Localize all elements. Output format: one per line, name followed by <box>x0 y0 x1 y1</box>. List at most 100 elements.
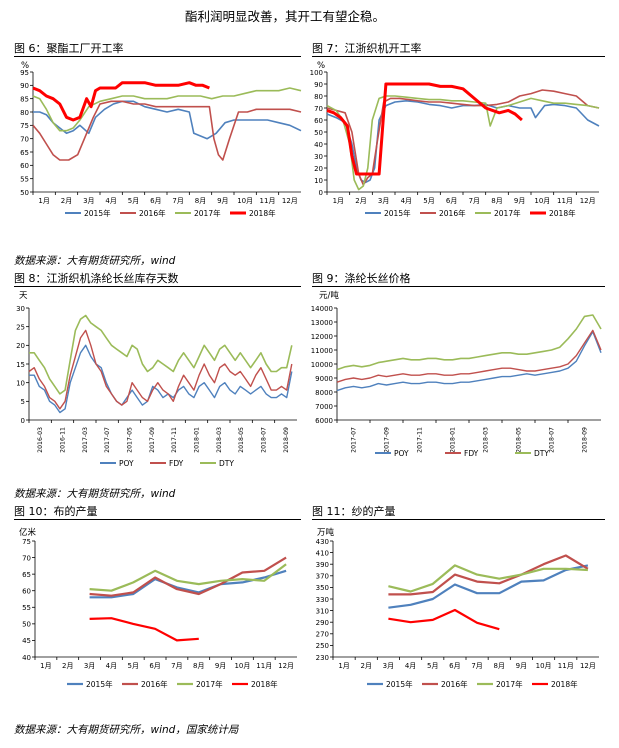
fig8-y-tick-label: 0 <box>21 417 25 425</box>
fig8-y-tick-label: 10 <box>16 379 25 387</box>
fig8-x-tick-label: 2017-09 <box>149 427 156 453</box>
fig7-legend-label: 2017年 <box>494 208 521 218</box>
fig11-series-1 <box>388 554 589 596</box>
fig11-x-tick-label: 2月 <box>361 662 372 670</box>
fig11-x-tick-label: 3月 <box>383 662 394 670</box>
fig11-y-tick-label: 310 <box>316 607 329 615</box>
fig10-y-tick-label: 60 <box>22 588 31 596</box>
fig7-y-tick-label: 100 <box>310 69 323 77</box>
fig8-y-tick-label: 25 <box>16 323 25 331</box>
fig8-x-tick-label: 2018-09 <box>283 427 290 453</box>
fig9-legend-label: FDY <box>464 449 479 458</box>
fig8-y-tick-label: 15 <box>16 361 25 369</box>
fig11-y-tick-label: 430 <box>316 538 329 546</box>
fig11-y-tick-label: 230 <box>316 654 329 662</box>
fig8-x-tick-label: 2017-07 <box>104 427 111 453</box>
fig10-y-tick-label: 45 <box>22 637 31 645</box>
fig7-y-tick-label: 20 <box>314 165 323 173</box>
fig11-y-tick-label: 270 <box>316 631 329 639</box>
fig9-series-2 <box>336 314 602 371</box>
fig10-x-tick-label: 9月 <box>215 662 226 670</box>
fig6-legend-label: 2015年 <box>84 208 111 218</box>
fig6-y-tick-label: 75 <box>20 122 29 130</box>
fig11-legend-label: 2018年 <box>551 679 578 689</box>
fig10-y-tick-label: 75 <box>22 538 31 546</box>
source-note-3: 数据来源：大有期货研究所，wind，国家统计局 <box>14 724 239 736</box>
fig10-x-tick-label: 10月 <box>234 662 250 670</box>
fig7-legend-label: 2016年 <box>439 208 466 218</box>
fig10-x-tick-label: 11月 <box>256 662 272 670</box>
fig8-series-2 <box>29 314 293 395</box>
source-note-2: 数据来源：大有期货研究所，wind <box>14 488 176 500</box>
fig10-x-tick-label: 3月 <box>84 662 95 670</box>
fig8-legend-label: POY <box>119 459 134 468</box>
fig8-legend-label: FDY <box>169 459 184 468</box>
fig7-x-tick-label: 2月 <box>355 197 366 205</box>
fig6-y-tick-label: 95 <box>20 69 29 77</box>
fig9-y-unit: 元/吨 <box>319 290 339 301</box>
fig8-x-tick-label: 2017-11 <box>171 427 178 453</box>
fig6-y-tick-label: 60 <box>20 162 29 170</box>
fig11-legend-label: 2015年 <box>386 679 413 689</box>
fig9-x-tick-label: 2017-09 <box>384 427 391 453</box>
fig8-series-0 <box>29 344 293 414</box>
fig7-y-tick-label: 60 <box>314 117 323 125</box>
fig10-y-tick-label: 70 <box>22 554 31 562</box>
fig9-title: 图 9：涤纶长丝价格 <box>312 272 411 285</box>
fig10-title-underline <box>14 519 301 520</box>
fig7-y-tick-label: 10 <box>314 177 323 185</box>
fig10-y-tick-label: 55 <box>22 604 31 612</box>
fig7-x-tick-label: 12月 <box>580 197 596 205</box>
fig10-legend-label: 2018年 <box>251 679 278 689</box>
fig6-y-tick-label: 90 <box>20 82 29 90</box>
fig6-x-tick-label: 3月 <box>83 197 94 205</box>
fig11-x-tick-label: 1月 <box>338 662 349 670</box>
fig8-y-unit: 天 <box>19 291 28 301</box>
fig8-series-1 <box>28 329 293 410</box>
fig10-x-tick-label: 8月 <box>193 662 204 670</box>
fig6-y-tick-label: 80 <box>20 109 29 117</box>
fig10-x-tick-label: 4月 <box>106 662 117 670</box>
fig9-series-0 <box>336 331 602 392</box>
fig11-legend-label: 2016年 <box>441 679 468 689</box>
fig6-title-underline <box>14 56 301 57</box>
fig6-y-tick-label: 55 <box>20 175 29 183</box>
fig6-x-tick-label: 2月 <box>61 197 72 205</box>
fig6-x-tick-label: 1月 <box>38 197 49 205</box>
fig7-y-tick-label: 50 <box>314 129 323 137</box>
fig9-y-tick-label: 11000 <box>311 347 333 355</box>
fig9-series-1 <box>336 329 602 383</box>
fig11-x-tick-label: 4月 <box>405 662 416 670</box>
fig10-legend-label: 2017年 <box>196 679 223 689</box>
fig11-chart: 万吨 230 250 270 290 310 330 350 370 390 410 430 1月 2月 3… <box>316 527 599 689</box>
fig9-x-tick-label: 2017-07 <box>351 427 358 453</box>
fig8-x-tick-label: 2018-03 <box>216 427 223 453</box>
fig9-x-tick-label: 2018-05 <box>516 427 523 453</box>
fig6-series-1 <box>32 100 302 161</box>
fig10-x-tick-label: 5月 <box>128 662 139 670</box>
fig9-legend-label: POY <box>394 449 409 458</box>
fig11-y-tick-label: 290 <box>316 619 329 627</box>
fig9-y-tick-label: 8000 <box>315 389 333 397</box>
fig7-y-unit: % <box>317 61 325 71</box>
fig10-y-unit: 亿米 <box>19 527 37 538</box>
fig9-legend-label: DTY <box>534 449 549 458</box>
fig9-y-tick-label: 13000 <box>311 319 333 327</box>
fig8-chart: 天 0 5 10 15 20 25 30 2016-03 2016-11 2017-03 2017-0… <box>16 291 297 468</box>
fig6-chart: % 50 55 60 65 70 75 80 85 90 95 1月 2月 3月 4月 5月 6月 7月 8月 9月 1… <box>20 61 302 218</box>
source-note-1: 数据来源：大有期货研究所，wind <box>14 255 176 267</box>
fig7-series-2 <box>326 95 600 191</box>
fig7-x-tick-label: 11月 <box>557 197 573 205</box>
fig6-y-tick-label: 70 <box>20 135 29 143</box>
fig10-legend-label: 2015年 <box>86 679 113 689</box>
fig8-x-tick-label: 2018-07 <box>261 427 268 453</box>
fig6-x-tick-label: 12月 <box>282 197 298 205</box>
fig10-x-tick-label: 2月 <box>62 662 73 670</box>
fig11-x-tick-label: 8月 <box>494 662 505 670</box>
fig11-x-tick-label: 11月 <box>558 662 574 670</box>
fig9-x-tick-label: 2018-09 <box>582 427 589 453</box>
fig6-x-tick-label: 4月 <box>105 197 116 205</box>
fig10-x-tick-label: 1月 <box>40 662 51 670</box>
fig8-legend-label: DTY <box>219 459 234 468</box>
fig11-title: 图 11：纱的产量 <box>312 505 396 518</box>
